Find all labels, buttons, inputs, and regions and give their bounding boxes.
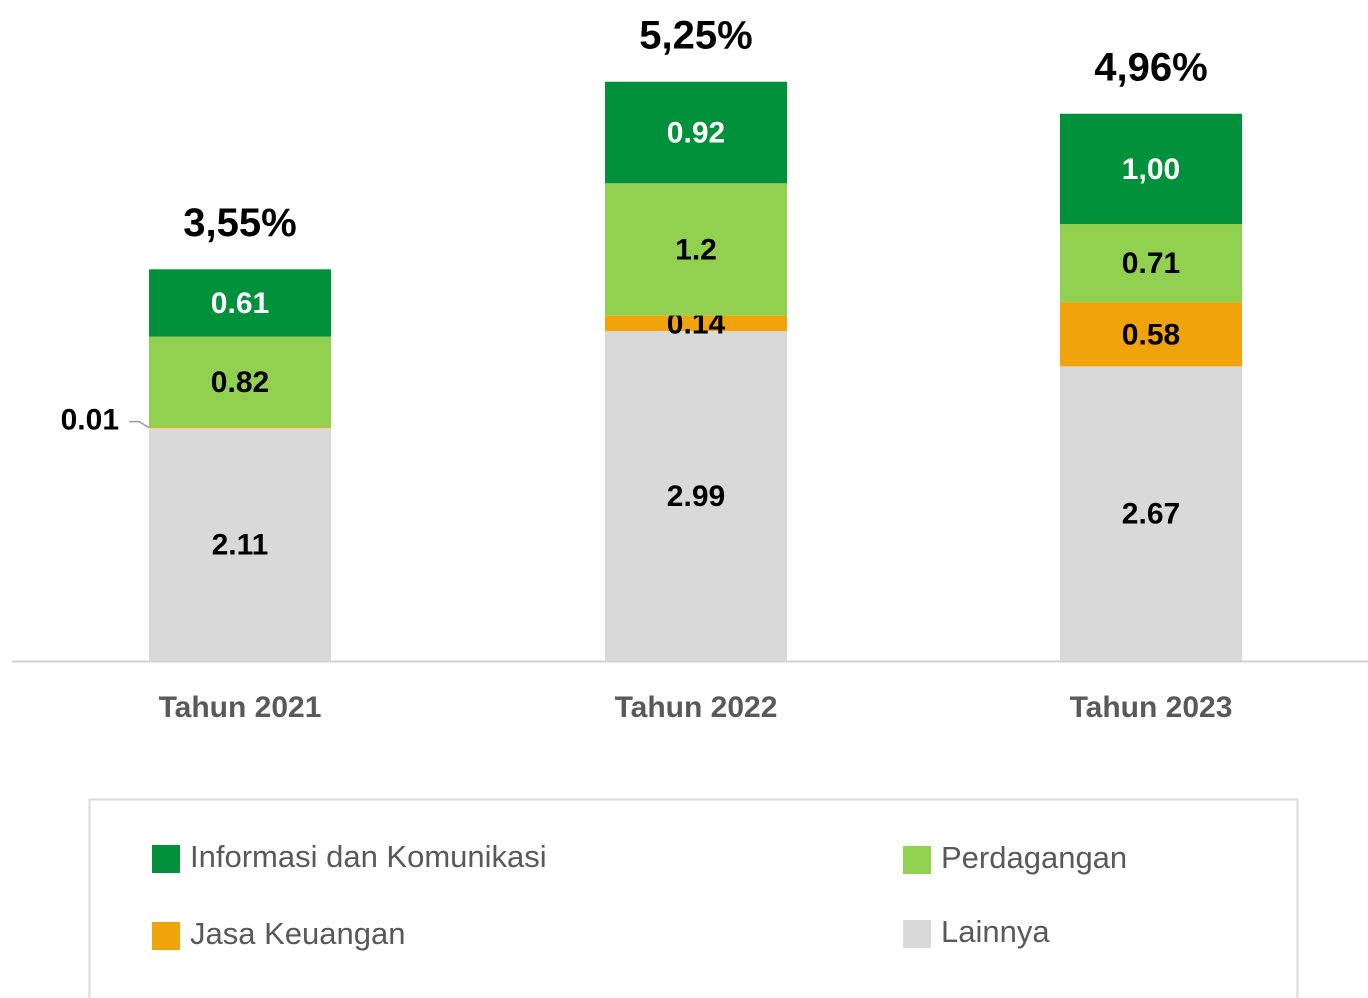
legend-label: Jasa Keuangan	[190, 916, 405, 951]
data-label: 2.11	[212, 529, 269, 562]
legend-swatch	[152, 922, 180, 950]
data-label: 1,00	[1122, 153, 1180, 186]
data-label: 0.92	[667, 116, 725, 149]
bar-segment	[149, 269, 331, 337]
legend-label: Perdagangan	[941, 840, 1127, 875]
total-label: 4,96%	[1094, 45, 1207, 89]
legend-label: Informasi dan Komunikasi	[190, 839, 547, 874]
data-label: 0.61	[211, 287, 269, 320]
legend-box	[88, 798, 1299, 998]
x-tick-label: Tahun 2021	[159, 691, 322, 724]
legend-label: Lainnya	[941, 914, 1050, 949]
data-label: 0.82	[211, 366, 269, 399]
data-label: 2.67	[1122, 498, 1180, 531]
x-tick-label: Tahun 2023	[1070, 691, 1233, 724]
legend-swatch	[903, 846, 931, 874]
bar-segment	[1060, 302, 1242, 367]
data-label: 1.2	[675, 233, 717, 266]
bar-segment	[605, 183, 787, 316]
data-label: 2.99	[667, 480, 725, 513]
bar-segment	[1060, 224, 1242, 303]
legend-swatch	[152, 845, 180, 873]
legend-swatch	[903, 920, 931, 948]
leader-line	[129, 420, 150, 429]
bar-segment	[1060, 113, 1242, 225]
data-label: 0.01	[61, 404, 119, 437]
bar-segment	[605, 81, 787, 184]
total-label: 5,25%	[639, 13, 752, 57]
bar-segment	[149, 427, 331, 429]
bar-segment	[605, 315, 787, 332]
bar-segment	[149, 336, 331, 428]
data-label: 0.71	[1122, 247, 1180, 280]
data-label: 0.58	[1122, 318, 1180, 351]
bar-segment	[605, 331, 787, 661]
bar-segment	[1060, 366, 1242, 661]
total-label: 3,55%	[183, 201, 296, 245]
x-tick-label: Tahun 2022	[615, 691, 778, 724]
bar-segment	[149, 428, 331, 661]
